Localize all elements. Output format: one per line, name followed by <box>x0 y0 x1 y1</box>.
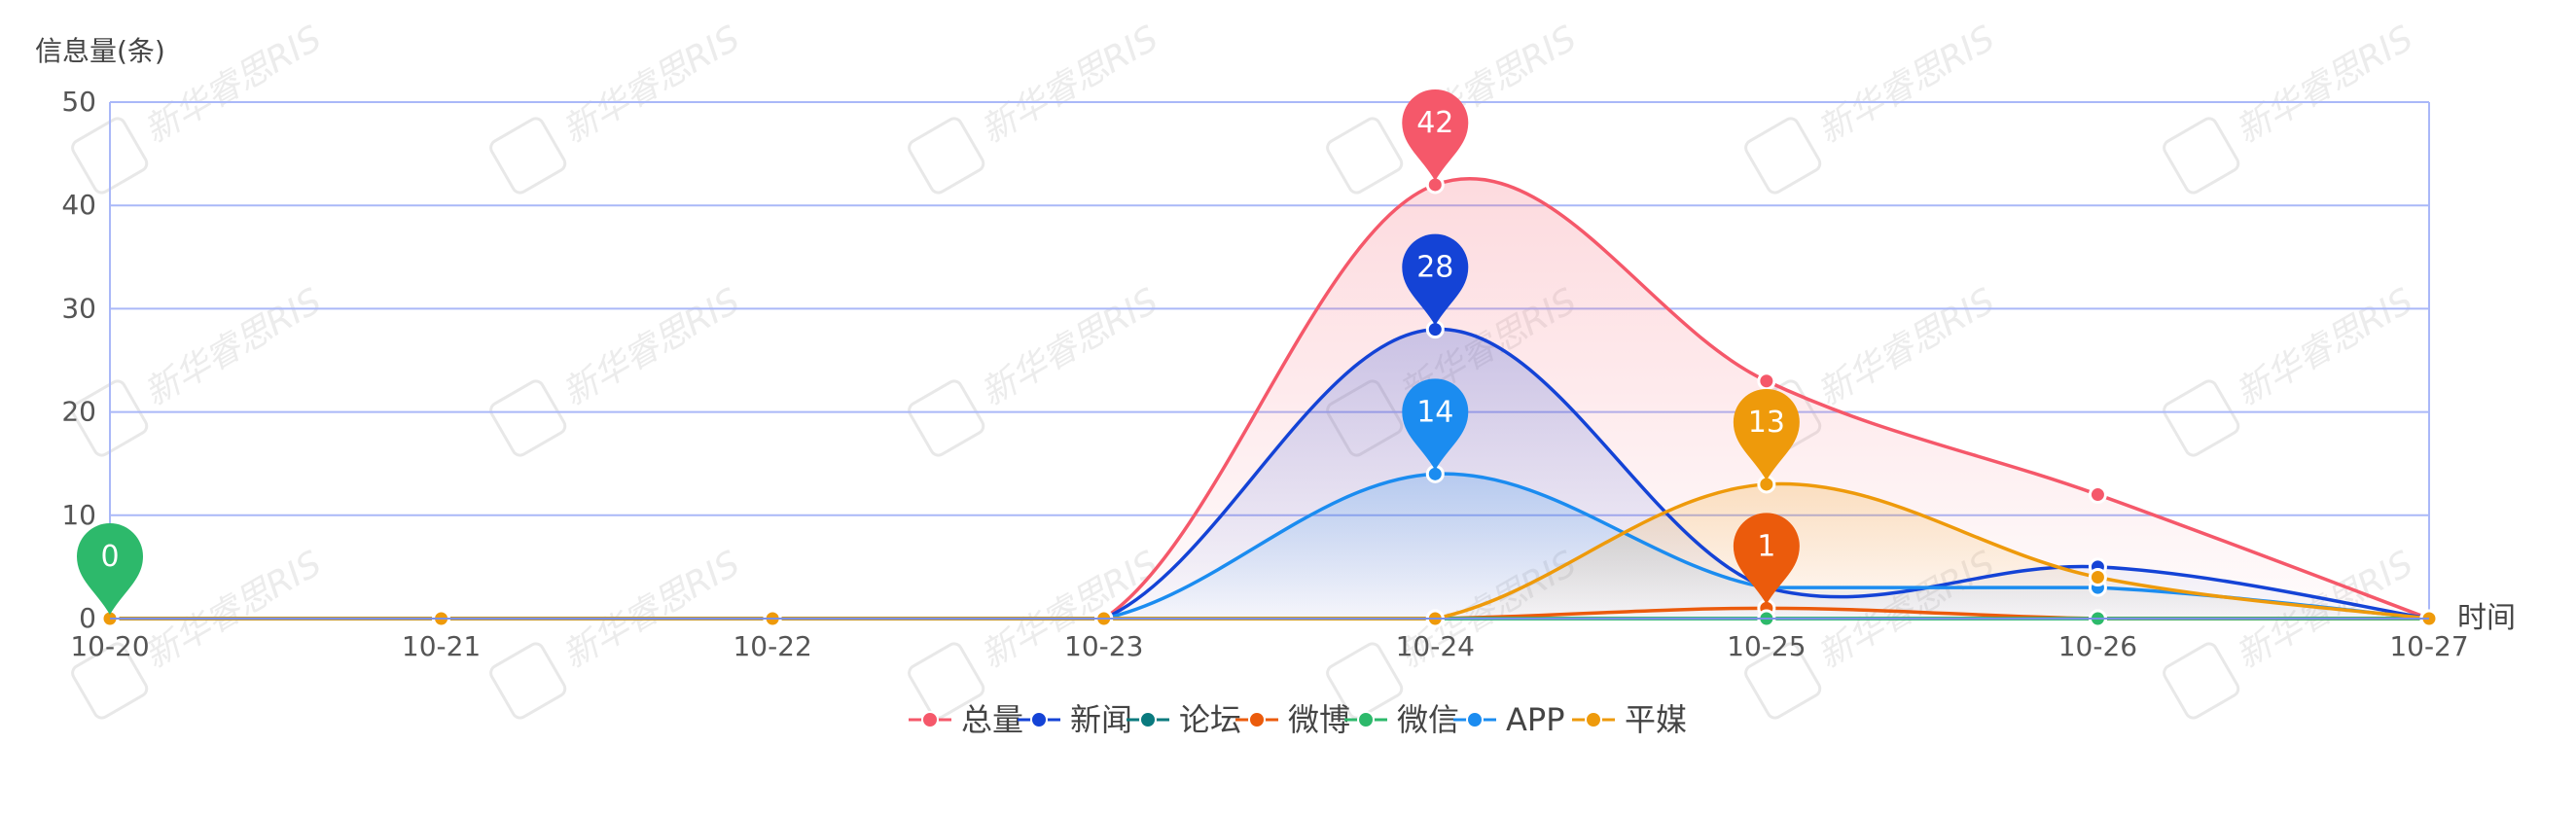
legend-label: 新闻 <box>1070 701 1132 738</box>
watermark-text: 新华睿思RIS <box>138 18 329 152</box>
pin-value-label: 0 <box>100 540 119 574</box>
pin-value-label: 14 <box>1416 395 1453 429</box>
pin-value-label: 42 <box>1416 106 1453 140</box>
legend: 总量 新闻 论坛 微博 微信 APP 平媒 <box>909 701 1687 738</box>
legend-item[interactable]: 微信 <box>1344 701 1459 738</box>
legend-label: 微博 <box>1288 701 1350 738</box>
pin-value-label: 1 <box>1757 529 1775 563</box>
max-pin: 42 <box>1402 89 1469 181</box>
y-tick-label: 0 <box>79 602 96 634</box>
series-area <box>110 329 2429 619</box>
watermark-text: 新华睿思RIS <box>975 281 1165 414</box>
watermark: 新华睿思RIS <box>908 281 1165 457</box>
watermark-text: 新华睿思RIS <box>2230 18 2420 152</box>
data-point[interactable] <box>2088 485 2107 505</box>
x-tick-label: 10-22 <box>733 630 811 662</box>
x-tick-label: 10-26 <box>2058 630 2137 662</box>
max-pin: 14 <box>1402 378 1469 471</box>
legend-item[interactable]: 平媒 <box>1572 701 1687 738</box>
legend-dot-icon <box>1030 711 1048 728</box>
legend-dot-icon <box>1248 711 1266 728</box>
y-axis-title: 信息量(条) <box>35 35 165 67</box>
y-tick-label: 10 <box>61 499 96 531</box>
legend-dot-icon <box>1585 711 1602 728</box>
pin-marker <box>1733 388 1800 480</box>
watermark-text: 新华睿思RIS <box>556 18 747 152</box>
watermark-text: 新华睿思RIS <box>1811 281 2002 414</box>
x-tick-label: 10-20 <box>70 630 149 662</box>
watermark-text: 新华睿思RIS <box>1811 18 2002 152</box>
series-area <box>110 483 2429 619</box>
y-tick-label: 20 <box>61 396 96 428</box>
y-tick-label: 30 <box>61 292 96 324</box>
legend-item[interactable]: 论坛 <box>1127 701 1241 738</box>
legend-dot-icon <box>1357 711 1375 728</box>
pin-value-label: 28 <box>1416 251 1453 285</box>
legend-dot-icon <box>921 711 939 728</box>
legend-item[interactable]: 新闻 <box>1018 701 1132 738</box>
watermark-text: 新华睿思RIS <box>138 544 329 677</box>
watermark-text: 新华睿思RIS <box>556 544 747 677</box>
legend-label: 总量 <box>961 701 1023 738</box>
legend-label: 平媒 <box>1625 701 1687 738</box>
watermark-text: 新华睿思RIS <box>556 281 747 414</box>
legend-label: 论坛 <box>1179 701 1241 738</box>
watermark: 新华睿思RIS <box>2163 281 2420 457</box>
pin-marker <box>1733 513 1800 605</box>
area-fills <box>110 178 2429 619</box>
x-tick-label: 10-25 <box>1727 630 1806 662</box>
y-tick-label: 40 <box>61 189 96 221</box>
legend-dot-icon <box>1466 711 1484 728</box>
watermark: 新华睿思RIS <box>908 544 1165 720</box>
legend-item[interactable]: 微博 <box>1235 701 1350 738</box>
x-tick-label: 10-23 <box>1064 630 1143 662</box>
max-pin: 13 <box>1733 388 1800 480</box>
legend-item[interactable]: 总量 <box>909 701 1023 738</box>
pin-marker <box>77 523 143 615</box>
x-tick-label: 10-24 <box>1396 630 1475 662</box>
max-pin: 28 <box>1402 233 1469 326</box>
max-value-pins: 42 28 14 13 1 0 <box>77 89 1800 615</box>
watermark: 新华睿思RIS <box>489 281 747 457</box>
max-pin: 0 <box>77 523 143 615</box>
pin-marker <box>1402 378 1469 471</box>
legend-dot-icon <box>1139 711 1157 728</box>
max-pin: 1 <box>1733 513 1800 605</box>
watermark-text: 新华睿思RIS <box>2230 281 2420 414</box>
series-area <box>110 474 2429 619</box>
legend-label: APP <box>1506 701 1564 738</box>
pin-value-label: 13 <box>1748 406 1785 440</box>
x-axis-title: 时间 <box>2457 601 2516 635</box>
data-point[interactable] <box>1757 372 1776 391</box>
pin-marker <box>1402 233 1469 326</box>
watermark-text: 新华睿思RIS <box>975 18 1165 152</box>
watermark: 新华睿思RIS <box>489 544 747 720</box>
y-tick-label: 50 <box>61 86 96 118</box>
watermark-text: 新华睿思RIS <box>138 281 329 414</box>
x-tick-label: 10-21 <box>402 630 481 662</box>
pin-marker <box>1402 89 1469 181</box>
legend-item[interactable]: APP <box>1453 701 1564 738</box>
legend-label: 微信 <box>1397 701 1459 738</box>
data-point[interactable] <box>2088 568 2107 587</box>
x-tick-label: 10-27 <box>2389 630 2468 662</box>
